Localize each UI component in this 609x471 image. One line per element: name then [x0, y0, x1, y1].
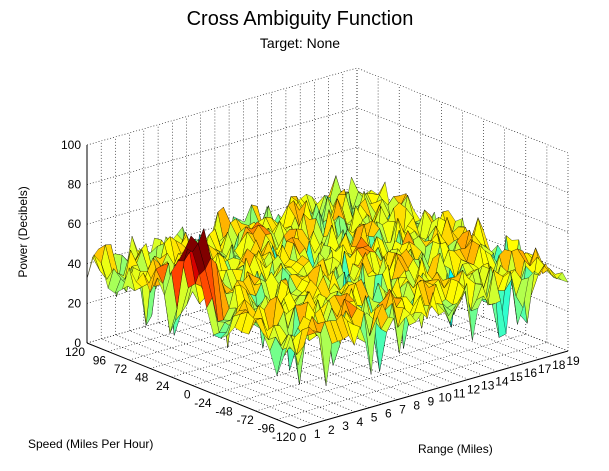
x-tick-label: 16: [524, 366, 538, 380]
surface-plot: [86, 175, 569, 386]
grid-line: [129, 330, 341, 417]
z-tick-label: 60: [68, 217, 82, 231]
x-tick-label: 3: [342, 419, 349, 433]
z-tick-label: 100: [61, 138, 81, 152]
grid-line: [157, 322, 370, 408]
grid-line: [115, 334, 327, 421]
x-tick-label: 9: [428, 395, 435, 409]
x-tick-label: 0: [300, 431, 307, 445]
x-tick-label: 19: [566, 354, 580, 368]
x-tick-label: 13: [481, 378, 495, 392]
z-tick-label: 40: [68, 257, 82, 271]
y-tick-label: -96: [258, 422, 276, 436]
grid-line: [172, 318, 384, 404]
x-tick-label: 4: [356, 415, 363, 429]
z-tick-label: 20: [68, 296, 82, 310]
z-axis-label: Power (Decibels): [16, 186, 30, 277]
y-tick-label: 96: [93, 354, 107, 368]
chart-title: Cross Ambiguity Function: [187, 8, 414, 30]
grid-line: [356, 67, 569, 154]
x-tick-label: 10: [438, 391, 452, 405]
x-tick-label: 14: [495, 374, 509, 388]
y-axis-label: Speed (Miles Per Hour): [28, 437, 153, 451]
surface-patch: [290, 334, 304, 366]
z-tick-label: 0: [74, 336, 81, 350]
x-tick-label: 2: [328, 423, 335, 437]
y-tick-label: 0: [184, 388, 191, 402]
grid-line: [86, 67, 358, 146]
x-tick-label: 1: [314, 427, 321, 441]
x-tick-label: 17: [538, 362, 552, 376]
y-tick-label: -48: [215, 405, 233, 419]
x-axis-line: [297, 350, 569, 429]
x-tick-label: 15: [510, 370, 524, 384]
y-tick-label: 24: [156, 379, 170, 393]
y-tick-label: 72: [114, 362, 128, 376]
x-tick-label: 7: [399, 403, 406, 417]
x-tick-label: 8: [413, 399, 420, 413]
x-axis-label: Range (Miles): [418, 442, 493, 456]
x-tick-label: 12: [467, 382, 481, 396]
y-tick-label: -24: [194, 396, 212, 410]
x-tick-label: 6: [385, 407, 392, 421]
axis-ticks: 0 1 2 3 4 5 6 7 8 9 10 11 12 13 14 15 16 17 18 191209672482…: [61, 138, 580, 445]
z-tick-label: 80: [68, 178, 82, 192]
x-tick-label: 5: [371, 411, 378, 425]
chart-subtitle: Target: None: [260, 35, 340, 51]
grid-line: [356, 107, 569, 193]
grid-line: [86, 107, 358, 185]
y-tick-label: -72: [236, 413, 254, 427]
grid-line: [143, 326, 355, 413]
y-tick-label: 48: [135, 371, 149, 385]
grid-line: [101, 338, 313, 425]
y-tick-label: -120: [272, 430, 296, 444]
y-tick-label: 120: [65, 345, 85, 359]
x-tick-label: 11: [453, 386, 466, 400]
y-axis-line: [86, 342, 299, 429]
x-tick-label: 18: [552, 358, 566, 372]
grid-line: [356, 146, 569, 233]
